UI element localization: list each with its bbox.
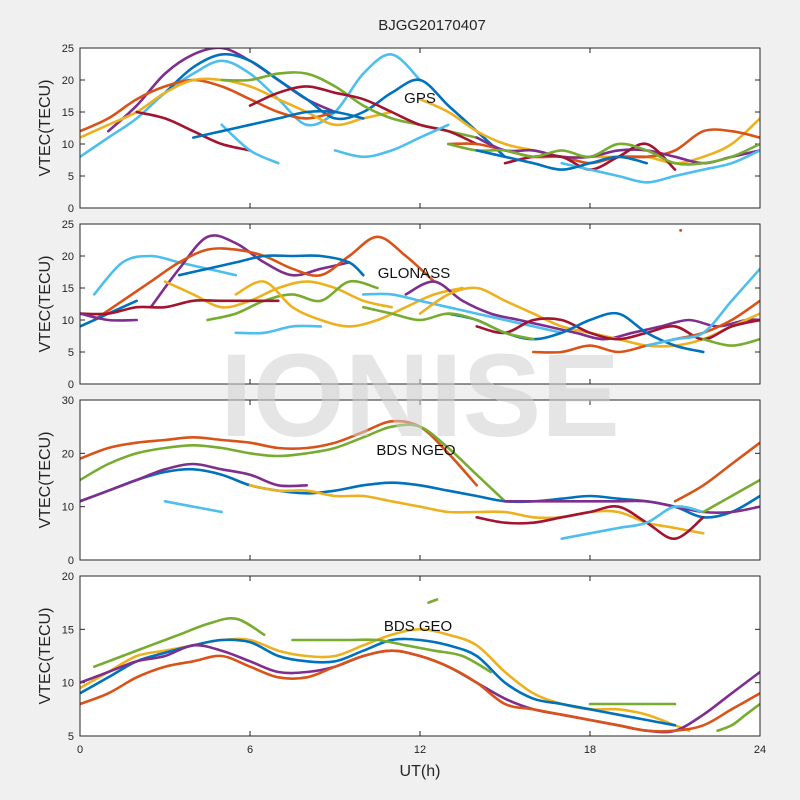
y-axis-label: VTEC(TECU) [37, 256, 54, 353]
series-line-5 [80, 649, 760, 733]
y-tick-label: 0 [68, 203, 74, 215]
series-line-10 [673, 441, 760, 503]
series-line-19 [645, 267, 760, 347]
x-tick-label: 24 [754, 744, 766, 756]
series-line-10 [80, 312, 138, 322]
series-line-6 [163, 280, 393, 309]
series-line-7 [135, 110, 252, 152]
series-line-9 [560, 505, 705, 540]
y-tick-label: 0 [68, 379, 74, 391]
y-tick-label: 30 [62, 395, 74, 407]
watermark: IONISE [220, 330, 620, 462]
x-tick-label: 6 [247, 744, 253, 756]
y-tick-label: 20 [62, 571, 74, 583]
panel-bds-ngeo: 0 10 20 30 BDS NGEO VTEC(TECU) [37, 395, 761, 567]
panel-label: BDS GEO [384, 618, 452, 635]
axes-frame [79, 223, 761, 385]
outlier-point [679, 228, 683, 232]
x-tick-label: 12 [414, 744, 426, 756]
y-tick-label: 20 [62, 75, 74, 87]
y-tick-label: 20 [62, 448, 74, 460]
x-axis-label: UT(h) [400, 763, 441, 780]
figure-title: BJGG20170407 [378, 17, 486, 34]
y-axis-label: VTEC(TECU) [37, 432, 54, 529]
y-tick-label: 15 [62, 624, 74, 636]
series-group [80, 234, 760, 354]
panel-label: GLONASS [378, 265, 451, 282]
y-tick-label: 5 [68, 347, 74, 359]
series-line-11 [192, 109, 365, 139]
series-line-7 [475, 505, 705, 541]
series-line-5 [248, 484, 705, 535]
series-line-8 [503, 499, 760, 514]
y-axis-label: VTEC(TECU) [37, 80, 54, 177]
series-line-4 [80, 462, 308, 503]
y-tick-label: 25 [62, 43, 74, 55]
axes-frame [79, 47, 761, 209]
series-line-4 [177, 254, 365, 277]
series-line-1 [92, 617, 266, 668]
series-line-11 [234, 280, 464, 328]
y-tick-label: 20 [62, 251, 74, 263]
y-tick-label: 25 [62, 219, 74, 231]
series-line-20 [702, 337, 760, 347]
y-tick-label: 0 [68, 555, 74, 567]
series-line-2 [80, 423, 507, 503]
y-tick-label: 10 [62, 315, 74, 327]
series-line-17 [560, 149, 760, 184]
panels: 0510152025GPSVTEC(TECU)0510152025GLONASS… [37, 43, 766, 780]
series-line-11 [702, 478, 760, 514]
series-line-17 [362, 305, 535, 341]
series-group [80, 598, 760, 734]
series-line-8 [234, 324, 323, 335]
series-line-6 [291, 638, 493, 674]
series-group [80, 419, 760, 541]
series-line-3 [163, 52, 507, 159]
series-line-1 [80, 419, 478, 487]
x-tick-label: 18 [584, 744, 596, 756]
series-line-6 [163, 500, 223, 514]
series-line-4 [80, 78, 337, 133]
y-tick-label: 15 [62, 107, 74, 119]
series-line-8 [716, 702, 760, 732]
axes-frame [79, 575, 761, 737]
y-tick-label: 10 [62, 139, 74, 151]
series-line-1 [80, 53, 422, 159]
panel-label: BDS NGEO [376, 442, 455, 459]
y-tick-label: 10 [62, 502, 74, 514]
series-line-12 [404, 280, 760, 341]
y-tick-label: 5 [68, 171, 74, 183]
panel-label: GPS [404, 90, 436, 107]
series-line-16 [447, 142, 760, 166]
series-line-7 [206, 279, 379, 322]
y-tick-label: 10 [62, 678, 74, 690]
plot-area [80, 48, 760, 208]
panel-bds-geo: 5 10 15 20 0 6 12 18 24 BDS GEO VTEC(TECU) UT(h) [37, 571, 766, 780]
series-line-15 [475, 317, 760, 341]
x-tick-label: 0 [77, 744, 83, 756]
panel-glonass: 0 5 10 15 20 25 GLONASS VTEC(TECU) [37, 219, 761, 391]
panel-gps: 0 5 10 15 20 25 GPS VTEC(TECU) [37, 43, 761, 215]
series-line-13 [362, 292, 563, 335]
series-group [80, 48, 760, 184]
y-axis-label: VTEC(TECU) [37, 608, 54, 705]
series-line-9 [427, 598, 439, 604]
series-line-18 [475, 149, 648, 171]
series-line-9 [80, 299, 280, 316]
y-tick-label: 15 [62, 283, 74, 295]
y-tick-label: 5 [68, 731, 74, 743]
series-line-5 [80, 77, 393, 139]
series-line-10 [333, 123, 450, 159]
axes-frame [79, 399, 761, 561]
